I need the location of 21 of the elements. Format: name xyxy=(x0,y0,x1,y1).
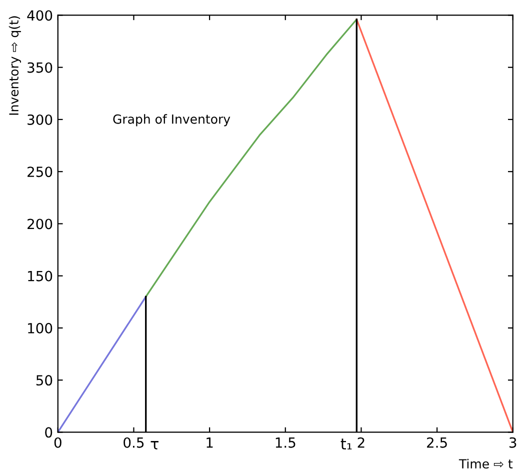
y-tick-label: 300 xyxy=(28,114,52,125)
x-axis-title: Time ⇨ t xyxy=(458,458,513,469)
y-tick-label: 350 xyxy=(28,62,52,73)
x-tick-label: 2 xyxy=(358,437,364,448)
y-tick-label: 250 xyxy=(28,166,52,178)
annotation: Graph of Inventory xyxy=(113,114,230,126)
x-tick-label: 2.5 xyxy=(427,437,447,448)
x-tick-label: 3 xyxy=(510,437,516,448)
x-tick-label: 1 xyxy=(206,437,213,448)
y-axis-title: Inventory ⇨ q(t) xyxy=(8,16,21,115)
ref-line-label: τ xyxy=(150,441,158,450)
y-tick-label: 200 xyxy=(28,218,52,230)
x-tick-label: 1.5 xyxy=(276,437,296,448)
y-tick-label: 50 xyxy=(36,375,52,386)
y-tick-label: 0 xyxy=(45,427,52,438)
y-tick-label: 400 xyxy=(27,10,52,21)
x-tick-label: 0 xyxy=(54,437,62,448)
ref-line-label: t₁ xyxy=(340,438,352,450)
y-tick-label: 100 xyxy=(28,322,52,334)
y-tick-label: 150 xyxy=(28,270,52,282)
x-tick-label: 0.5 xyxy=(124,437,144,448)
